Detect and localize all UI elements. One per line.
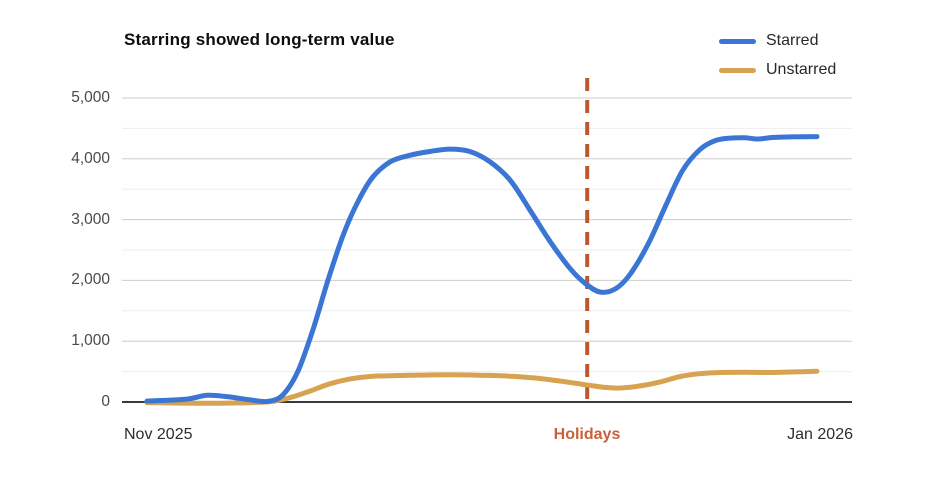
- annotation-label: Holidays: [553, 426, 621, 443]
- x-axis-labels: Nov 2025 Holidays Jan 2026: [0, 424, 938, 446]
- y-tick-label: 3,000: [71, 210, 110, 228]
- y-tick-label: 1,000: [71, 332, 110, 350]
- y-tick-label: 0: [101, 393, 110, 410]
- series-line-starred: [144, 134, 820, 405]
- series-line-unstarred: [144, 368, 820, 406]
- x-axis-label-right: Jan 2026: [787, 426, 853, 443]
- y-tick-label: 4,000: [71, 149, 110, 167]
- legend-item-unstarred: Unstarred: [719, 58, 836, 82]
- legend-item-starred: Starred: [719, 29, 836, 53]
- starred-line-swatch: [719, 38, 756, 44]
- legend: Starred Unstarred: [719, 29, 836, 87]
- y-tick-label: 2,000: [71, 271, 110, 289]
- x-axis-label-left: Nov 2025: [124, 426, 193, 443]
- legend-label-starred: Starred: [766, 32, 819, 49]
- unstarred-line-swatch: [719, 67, 756, 73]
- chart-title: Starring showed long-term value: [124, 30, 395, 49]
- legend-label-unstarred: Unstarred: [766, 61, 837, 78]
- y-tick-label: 5,000: [71, 89, 110, 106]
